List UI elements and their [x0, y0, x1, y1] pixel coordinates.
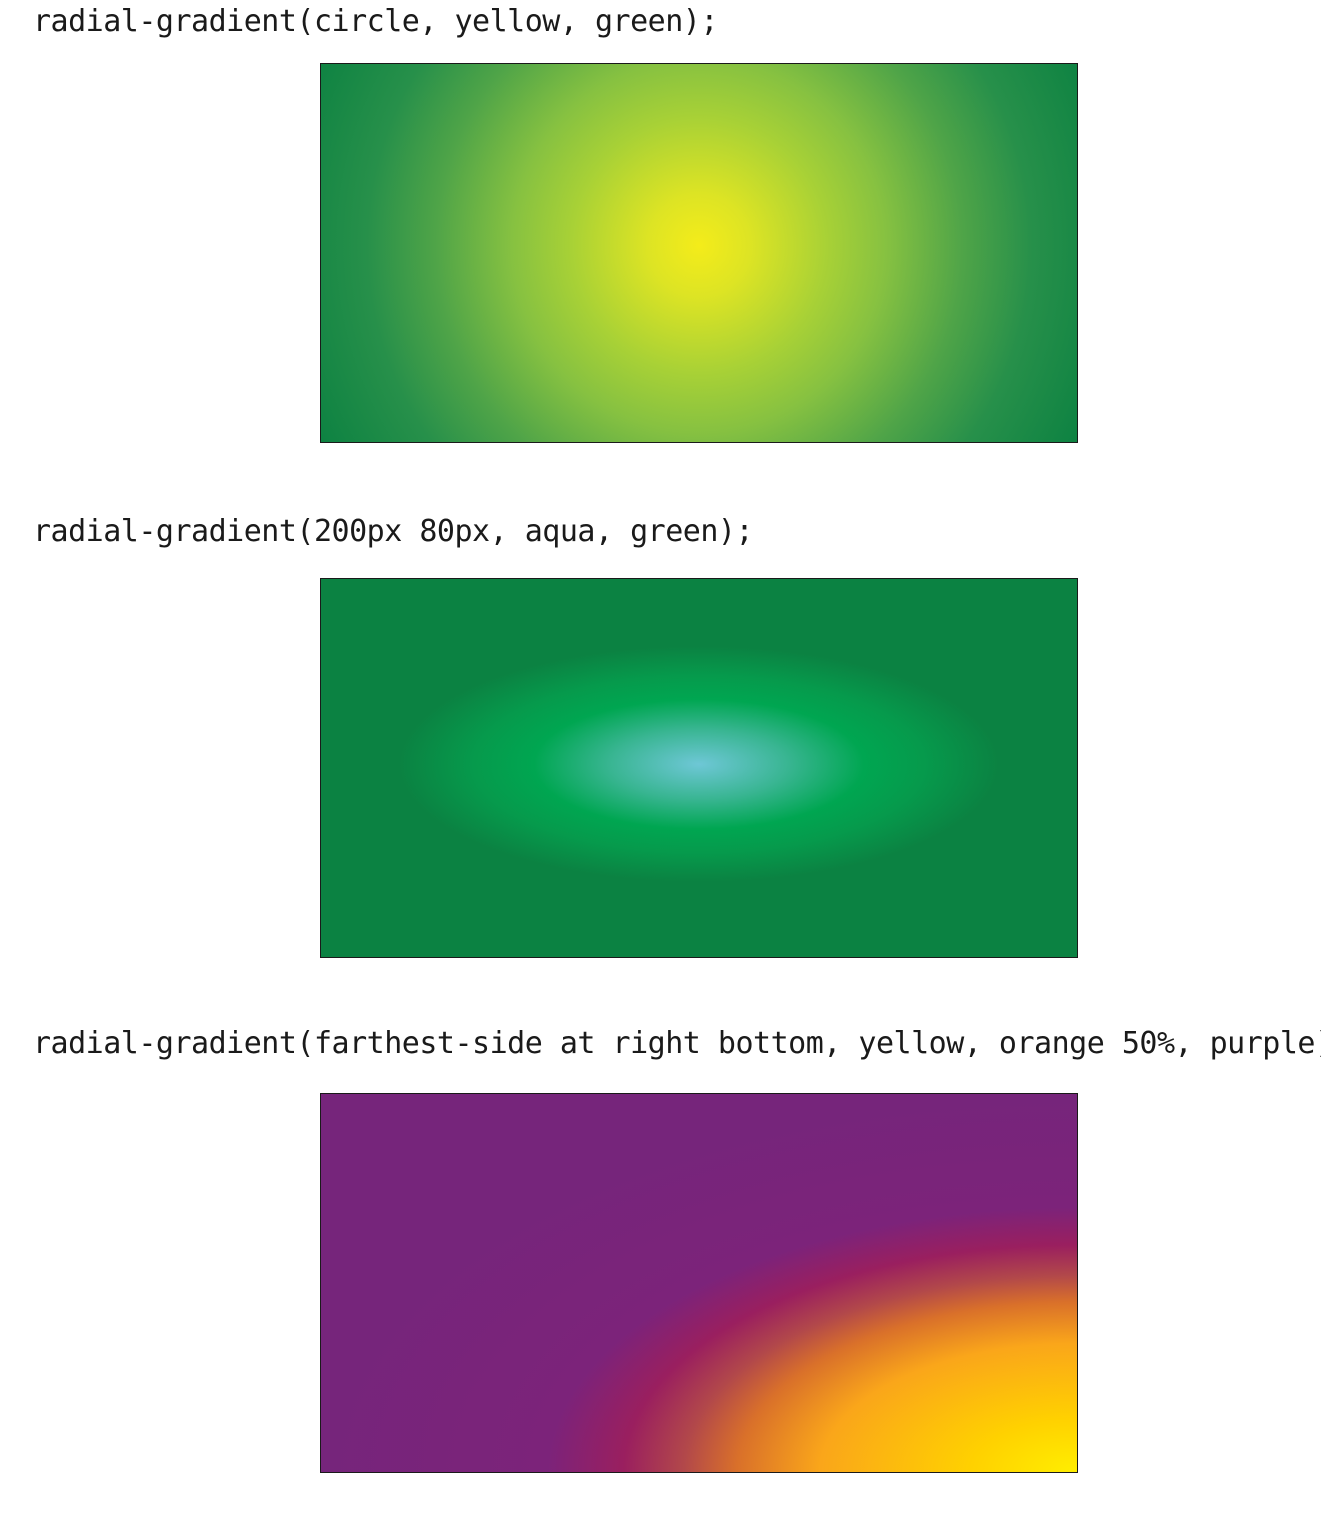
- gradient-code-label-circle: radial-gradient(circle, yellow, green);: [33, 4, 718, 39]
- gradient-swatch-ellipse-aqua-green: [320, 578, 1078, 958]
- gradient-code-label-farthest-side: radial-gradient(farthest-side at right b…: [33, 1026, 1321, 1061]
- gradient-swatch-yellow-orange-purple: [320, 1093, 1078, 1473]
- gradient-code-label-ellipse: radial-gradient(200px 80px, aqua, green)…: [33, 514, 754, 549]
- gradient-swatch-circle-yellow-green: [320, 63, 1078, 443]
